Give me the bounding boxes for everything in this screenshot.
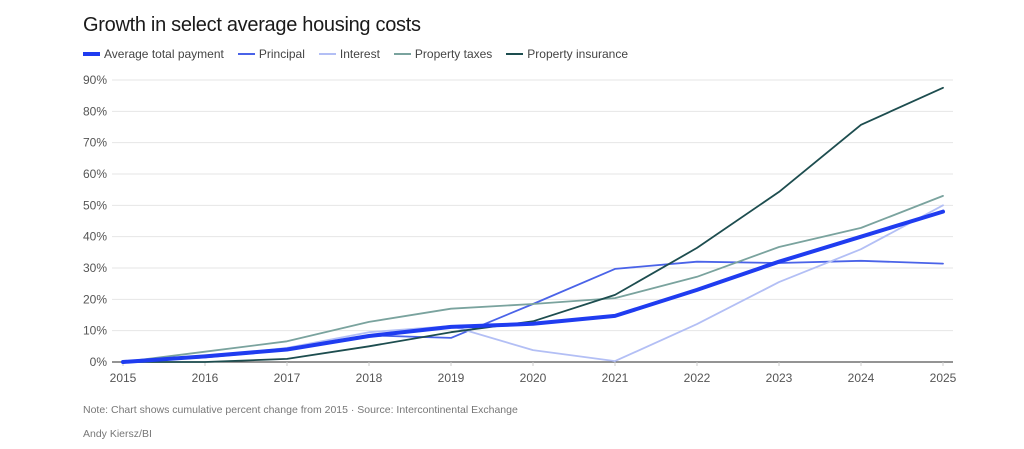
chart-note: Note: Chart shows cumulative percent cha… bbox=[83, 404, 518, 416]
legend-label: Property insurance bbox=[527, 47, 629, 61]
legend: Average total payment Principal Interest… bbox=[83, 47, 628, 61]
x-tick-label: 2022 bbox=[684, 371, 711, 385]
legend-label: Interest bbox=[339, 47, 380, 61]
x-tick-label: 2015 bbox=[110, 371, 137, 385]
gridlines bbox=[112, 79, 953, 332]
y-tick-label: 20% bbox=[83, 292, 107, 306]
y-tick-label: 70% bbox=[83, 136, 107, 150]
legend-swatch bbox=[237, 53, 255, 55]
x-tick-label: 2019 bbox=[438, 371, 465, 385]
x-tick-label: 2018 bbox=[356, 371, 383, 385]
y-tick-label: 90% bbox=[83, 73, 107, 87]
legend-label: Principal bbox=[258, 47, 305, 61]
x-tick-label: 2016 bbox=[192, 371, 219, 385]
legend-swatch bbox=[318, 53, 336, 55]
x-tick-label: 2025 bbox=[930, 371, 957, 385]
series-line-property-insurance bbox=[122, 86, 944, 363]
x-tick-label: 2023 bbox=[766, 371, 793, 385]
legend-item-principal: Principal bbox=[237, 47, 305, 61]
x-tick-label: 2024 bbox=[848, 371, 875, 385]
x-axis: 2015 2016 2017 2018 2019 2020 2021 2022 2023 2024… bbox=[110, 361, 957, 385]
chart-title: Growth in select average housing costs bbox=[83, 14, 421, 36]
y-tick-label: 40% bbox=[83, 230, 107, 244]
legend-item-average-total-payment: Average total payment bbox=[83, 47, 224, 61]
legend-label: Average total payment bbox=[104, 47, 224, 61]
y-tick-label: 50% bbox=[83, 198, 107, 212]
y-axis: 0% 10% 20% 30% 40% 50% 60% 70% 80% 90% bbox=[83, 73, 107, 369]
legend-swatch bbox=[506, 53, 524, 55]
y-tick-label: 0% bbox=[90, 355, 108, 369]
y-tick-label: 30% bbox=[83, 261, 107, 275]
legend-item-property-insurance: Property insurance bbox=[506, 47, 628, 61]
series-lines bbox=[121, 86, 945, 364]
chart-credit: Andy Kiersz/BI bbox=[83, 428, 152, 440]
x-tick-label: 2021 bbox=[602, 371, 629, 385]
x-tick-label: 2017 bbox=[274, 371, 301, 385]
y-tick-label: 60% bbox=[83, 167, 107, 181]
y-tick-label: 10% bbox=[83, 324, 107, 338]
legend-swatch bbox=[393, 53, 411, 55]
legend-label: Property taxes bbox=[414, 47, 493, 61]
legend-item-interest: Interest bbox=[318, 47, 380, 61]
series-line-property-taxes bbox=[122, 194, 944, 363]
y-tick-label: 80% bbox=[83, 104, 107, 118]
x-tick-label: 2020 bbox=[520, 371, 547, 385]
series-line-interest bbox=[122, 204, 944, 363]
legend-item-property-taxes: Property taxes bbox=[393, 47, 493, 61]
legend-swatch bbox=[83, 52, 100, 56]
series-line-average-total-payment bbox=[121, 209, 945, 364]
